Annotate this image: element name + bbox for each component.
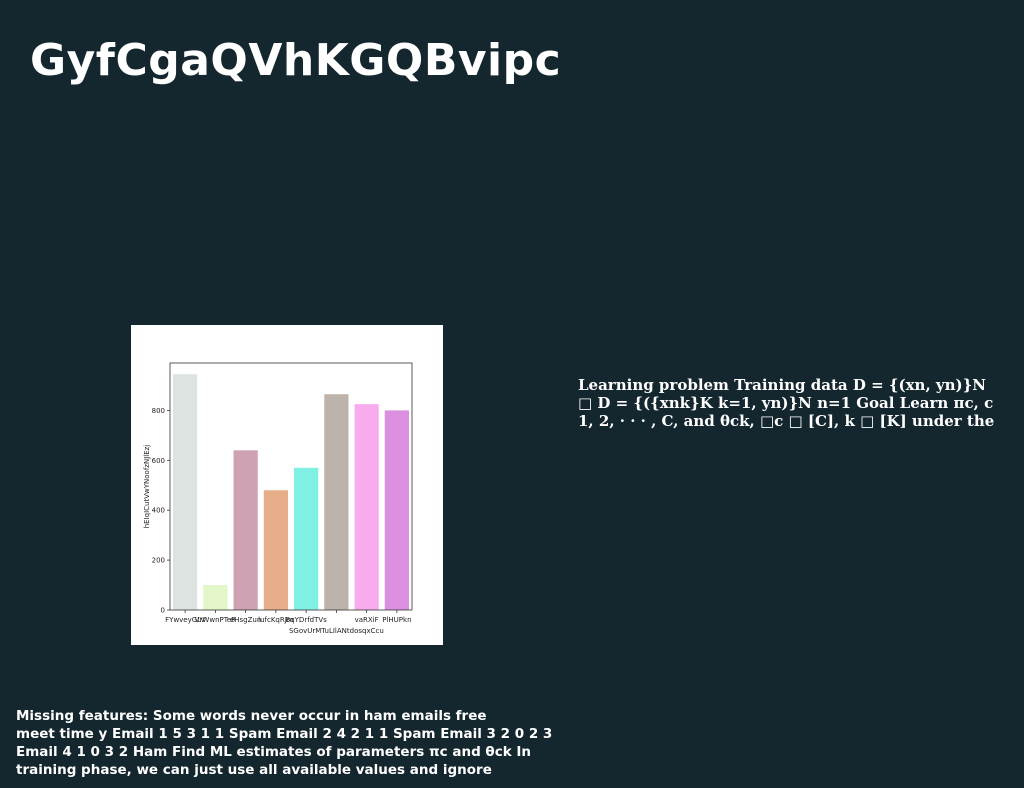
- chart-bar: [263, 490, 288, 610]
- plot-frame: [169, 362, 413, 611]
- x-tick-label: VrWwnPTeR: [195, 616, 236, 624]
- x-tick-label: SGovUrMTuLIlANtdosqxCcu: [289, 627, 384, 635]
- slide-title: GyfCgaQVhKGQBvipc: [30, 35, 562, 86]
- y-tick-label: 200: [152, 557, 165, 565]
- x-tick-label: vaRXiF: [355, 616, 379, 624]
- chart-bar: [384, 410, 409, 610]
- x-tick-label: eHsgZun: [230, 616, 261, 624]
- y-tick-label: 0: [161, 607, 165, 615]
- x-tick-label: BqYDrfdTVs: [285, 616, 327, 624]
- learning-problem-text: Learning problem Training data D = {(xn,…: [578, 376, 995, 430]
- chart-bar: [354, 404, 379, 610]
- chart-bar: [324, 394, 349, 610]
- x-tick-label: FYwveyGLV: [165, 616, 205, 624]
- y-axis-label: hEIqICutVwYNoofzNJlEzj: [143, 445, 151, 529]
- chart-bar: [233, 450, 258, 610]
- chart-bar: [294, 467, 319, 610]
- bar-chart-figure: 0 200 400 600 800 FYwveyGLV VrWwnPTeR eHsgZun lu…: [131, 325, 443, 645]
- chart-bar: [203, 585, 228, 610]
- y-tick-label: 400: [152, 507, 165, 515]
- bar-chart: 0 200 400 600 800 FYwveyGLVVrWwnPTeReHsgZunlu…: [143, 362, 413, 635]
- y-tick-label: 600: [152, 457, 165, 465]
- chart-bar: [173, 374, 198, 610]
- x-tick-label: PlHUPkn: [382, 616, 411, 624]
- y-tick-label: 800: [152, 407, 165, 415]
- x-tick-label: lufcKqRJm: [258, 616, 294, 624]
- missing-features-text: Missing features: Some words never occur…: [16, 708, 553, 778]
